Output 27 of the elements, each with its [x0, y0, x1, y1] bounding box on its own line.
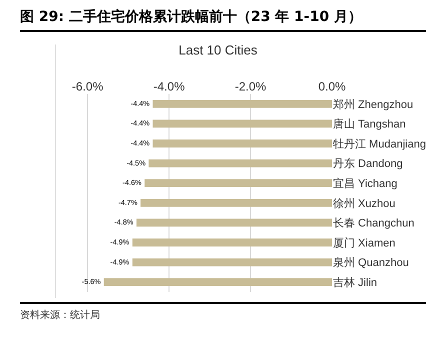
data-label: -4.6%	[122, 178, 142, 188]
y-tick-label: 吉林 Jilin	[333, 276, 378, 289]
data-label: -4.5%	[126, 158, 146, 168]
y-tick-label: 长春 Changchun	[333, 216, 414, 230]
data-label: -5.6%	[82, 277, 102, 286]
x-tick-label: -2.0%	[234, 80, 267, 94]
data-label: -4.9%	[110, 257, 130, 266]
data-label: -4.4%	[130, 118, 150, 128]
y-tick-label: 唐山 Tangshan	[333, 118, 406, 131]
x-tick-label: 0.0%	[318, 80, 346, 94]
data-label: -4.9%	[110, 237, 130, 246]
x-tick-label: -6.0%	[72, 80, 104, 94]
y-tick-label: 泉州 Quanzhou	[333, 256, 409, 270]
y-tick-label: 丹东 Dandong	[333, 157, 403, 170]
y-tick-label: 宜昌 Yichang	[333, 176, 398, 190]
data-label: -4.4%	[130, 138, 150, 148]
text: 资料来源：统计局	[20, 302, 426, 322]
y-tick-label: 郑州 Zhengzhou	[333, 98, 414, 111]
y-tick-label: 厦门 Xiamen	[333, 236, 396, 250]
y-tick-label: 徐州 Xuzhou	[333, 196, 396, 210]
chart-subtitle: Last 10 Cities	[178, 42, 258, 58]
data-label: -4.4%	[130, 98, 150, 108]
data-label: -4.8%	[114, 218, 134, 227]
y-tick-label: 牡丹江 Mudanjiang	[333, 138, 426, 150]
data-label: -4.7%	[118, 198, 138, 207]
x-tick-label: -4.0%	[153, 80, 186, 94]
chart-title: 图 29: 二手住宅价格累计跌幅前十（23 年 1-10 月）	[20, 8, 426, 32]
